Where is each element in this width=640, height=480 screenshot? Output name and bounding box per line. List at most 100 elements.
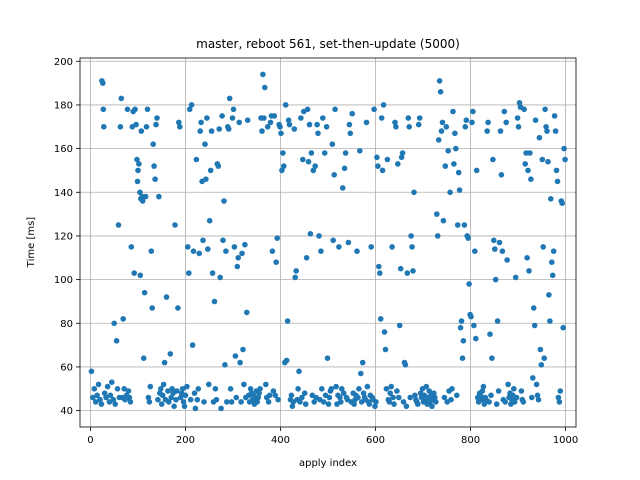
data-point <box>409 244 415 250</box>
data-point <box>195 386 202 392</box>
data-point <box>429 403 435 410</box>
data-point <box>298 115 304 121</box>
data-point <box>256 390 262 397</box>
data-point <box>131 270 137 276</box>
data-point <box>537 346 544 353</box>
data-point <box>279 167 285 174</box>
data-point <box>169 386 175 392</box>
plot-frame <box>79 57 577 428</box>
data-point <box>204 115 210 121</box>
data-point <box>160 381 167 388</box>
data-point <box>432 394 438 401</box>
data-point <box>228 399 235 405</box>
data-point <box>321 150 328 156</box>
data-point <box>312 163 319 169</box>
data-point <box>514 115 521 121</box>
data-point <box>337 394 343 401</box>
data-point <box>283 357 290 364</box>
data-point <box>247 386 254 392</box>
data-point <box>462 124 469 130</box>
data-point <box>278 130 284 137</box>
data-point <box>171 403 177 410</box>
data-point <box>220 237 226 244</box>
data-point <box>307 231 314 237</box>
data-point <box>453 145 459 152</box>
data-point <box>202 141 208 147</box>
data-point <box>403 403 410 410</box>
data-point <box>154 115 160 121</box>
data-point <box>194 396 201 403</box>
data-point <box>297 399 303 405</box>
data-point <box>221 198 227 204</box>
data-point <box>134 178 141 185</box>
data-point <box>346 121 353 128</box>
y-tick-label: 120 <box>54 231 73 242</box>
data-point <box>512 274 519 281</box>
data-point <box>177 124 183 130</box>
data-point <box>442 163 449 169</box>
data-point <box>342 150 349 156</box>
data-point <box>553 167 560 174</box>
data-point <box>112 401 118 407</box>
data-point <box>293 268 300 274</box>
data-point <box>324 355 331 362</box>
data-point <box>301 390 308 397</box>
data-point <box>145 394 152 401</box>
data-point <box>111 320 117 327</box>
data-point <box>152 176 158 182</box>
chart-title: master, reboot 561, set-then-update (500… <box>196 37 460 51</box>
data-point <box>306 121 313 128</box>
data-point <box>371 106 377 113</box>
data-point <box>180 399 187 405</box>
data-point <box>358 370 364 377</box>
data-point <box>153 121 159 128</box>
data-point <box>405 115 412 121</box>
data-point <box>132 106 138 113</box>
data-point <box>91 386 98 392</box>
data-point <box>177 394 184 401</box>
data-point <box>404 270 411 276</box>
data-point <box>379 167 386 174</box>
data-point <box>158 386 164 392</box>
y-tick-label: 80 <box>60 319 73 330</box>
data-point <box>454 222 461 228</box>
data-point <box>538 362 545 368</box>
data-point <box>515 124 522 130</box>
data-point <box>302 401 309 407</box>
data-point <box>114 386 121 392</box>
data-point <box>547 318 553 324</box>
data-point <box>364 383 371 390</box>
data-point <box>101 124 107 130</box>
data-point <box>489 355 495 362</box>
data-point <box>238 399 244 405</box>
data-point <box>529 394 535 401</box>
data-point <box>117 124 124 130</box>
data-point <box>113 338 120 344</box>
data-point <box>443 124 450 130</box>
data-point <box>412 392 418 399</box>
data-point <box>218 405 224 412</box>
data-point <box>535 396 542 403</box>
data-point <box>454 392 460 399</box>
data-point <box>192 405 199 412</box>
y-tick-label: 60 <box>60 362 73 373</box>
data-point <box>189 342 196 348</box>
data-point <box>340 390 347 397</box>
data-point <box>372 403 378 410</box>
data-point <box>234 263 241 270</box>
data-point <box>360 390 367 397</box>
data-point <box>503 119 510 126</box>
data-point <box>398 154 405 161</box>
data-point <box>499 248 506 254</box>
data-point <box>458 318 465 324</box>
data-point <box>316 233 322 239</box>
data-point <box>103 394 109 401</box>
data-point <box>341 165 348 172</box>
data-point <box>185 244 191 250</box>
data-point <box>376 263 382 270</box>
data-point <box>494 318 501 324</box>
data-point <box>492 276 499 283</box>
data-point <box>281 163 287 169</box>
